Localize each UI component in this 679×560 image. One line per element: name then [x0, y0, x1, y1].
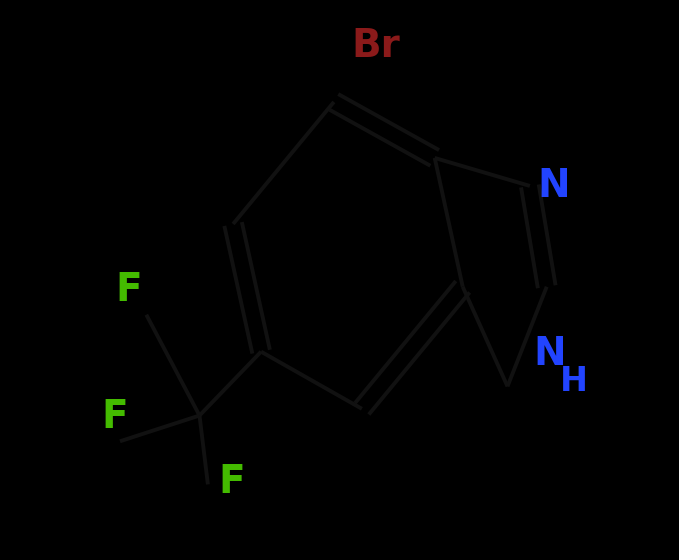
Text: N: N	[537, 167, 570, 205]
Text: F: F	[219, 463, 245, 501]
Text: H: H	[559, 366, 587, 398]
Text: Br: Br	[352, 27, 401, 65]
Text: F: F	[101, 398, 128, 436]
Text: N: N	[533, 335, 566, 373]
Text: F: F	[115, 271, 142, 309]
